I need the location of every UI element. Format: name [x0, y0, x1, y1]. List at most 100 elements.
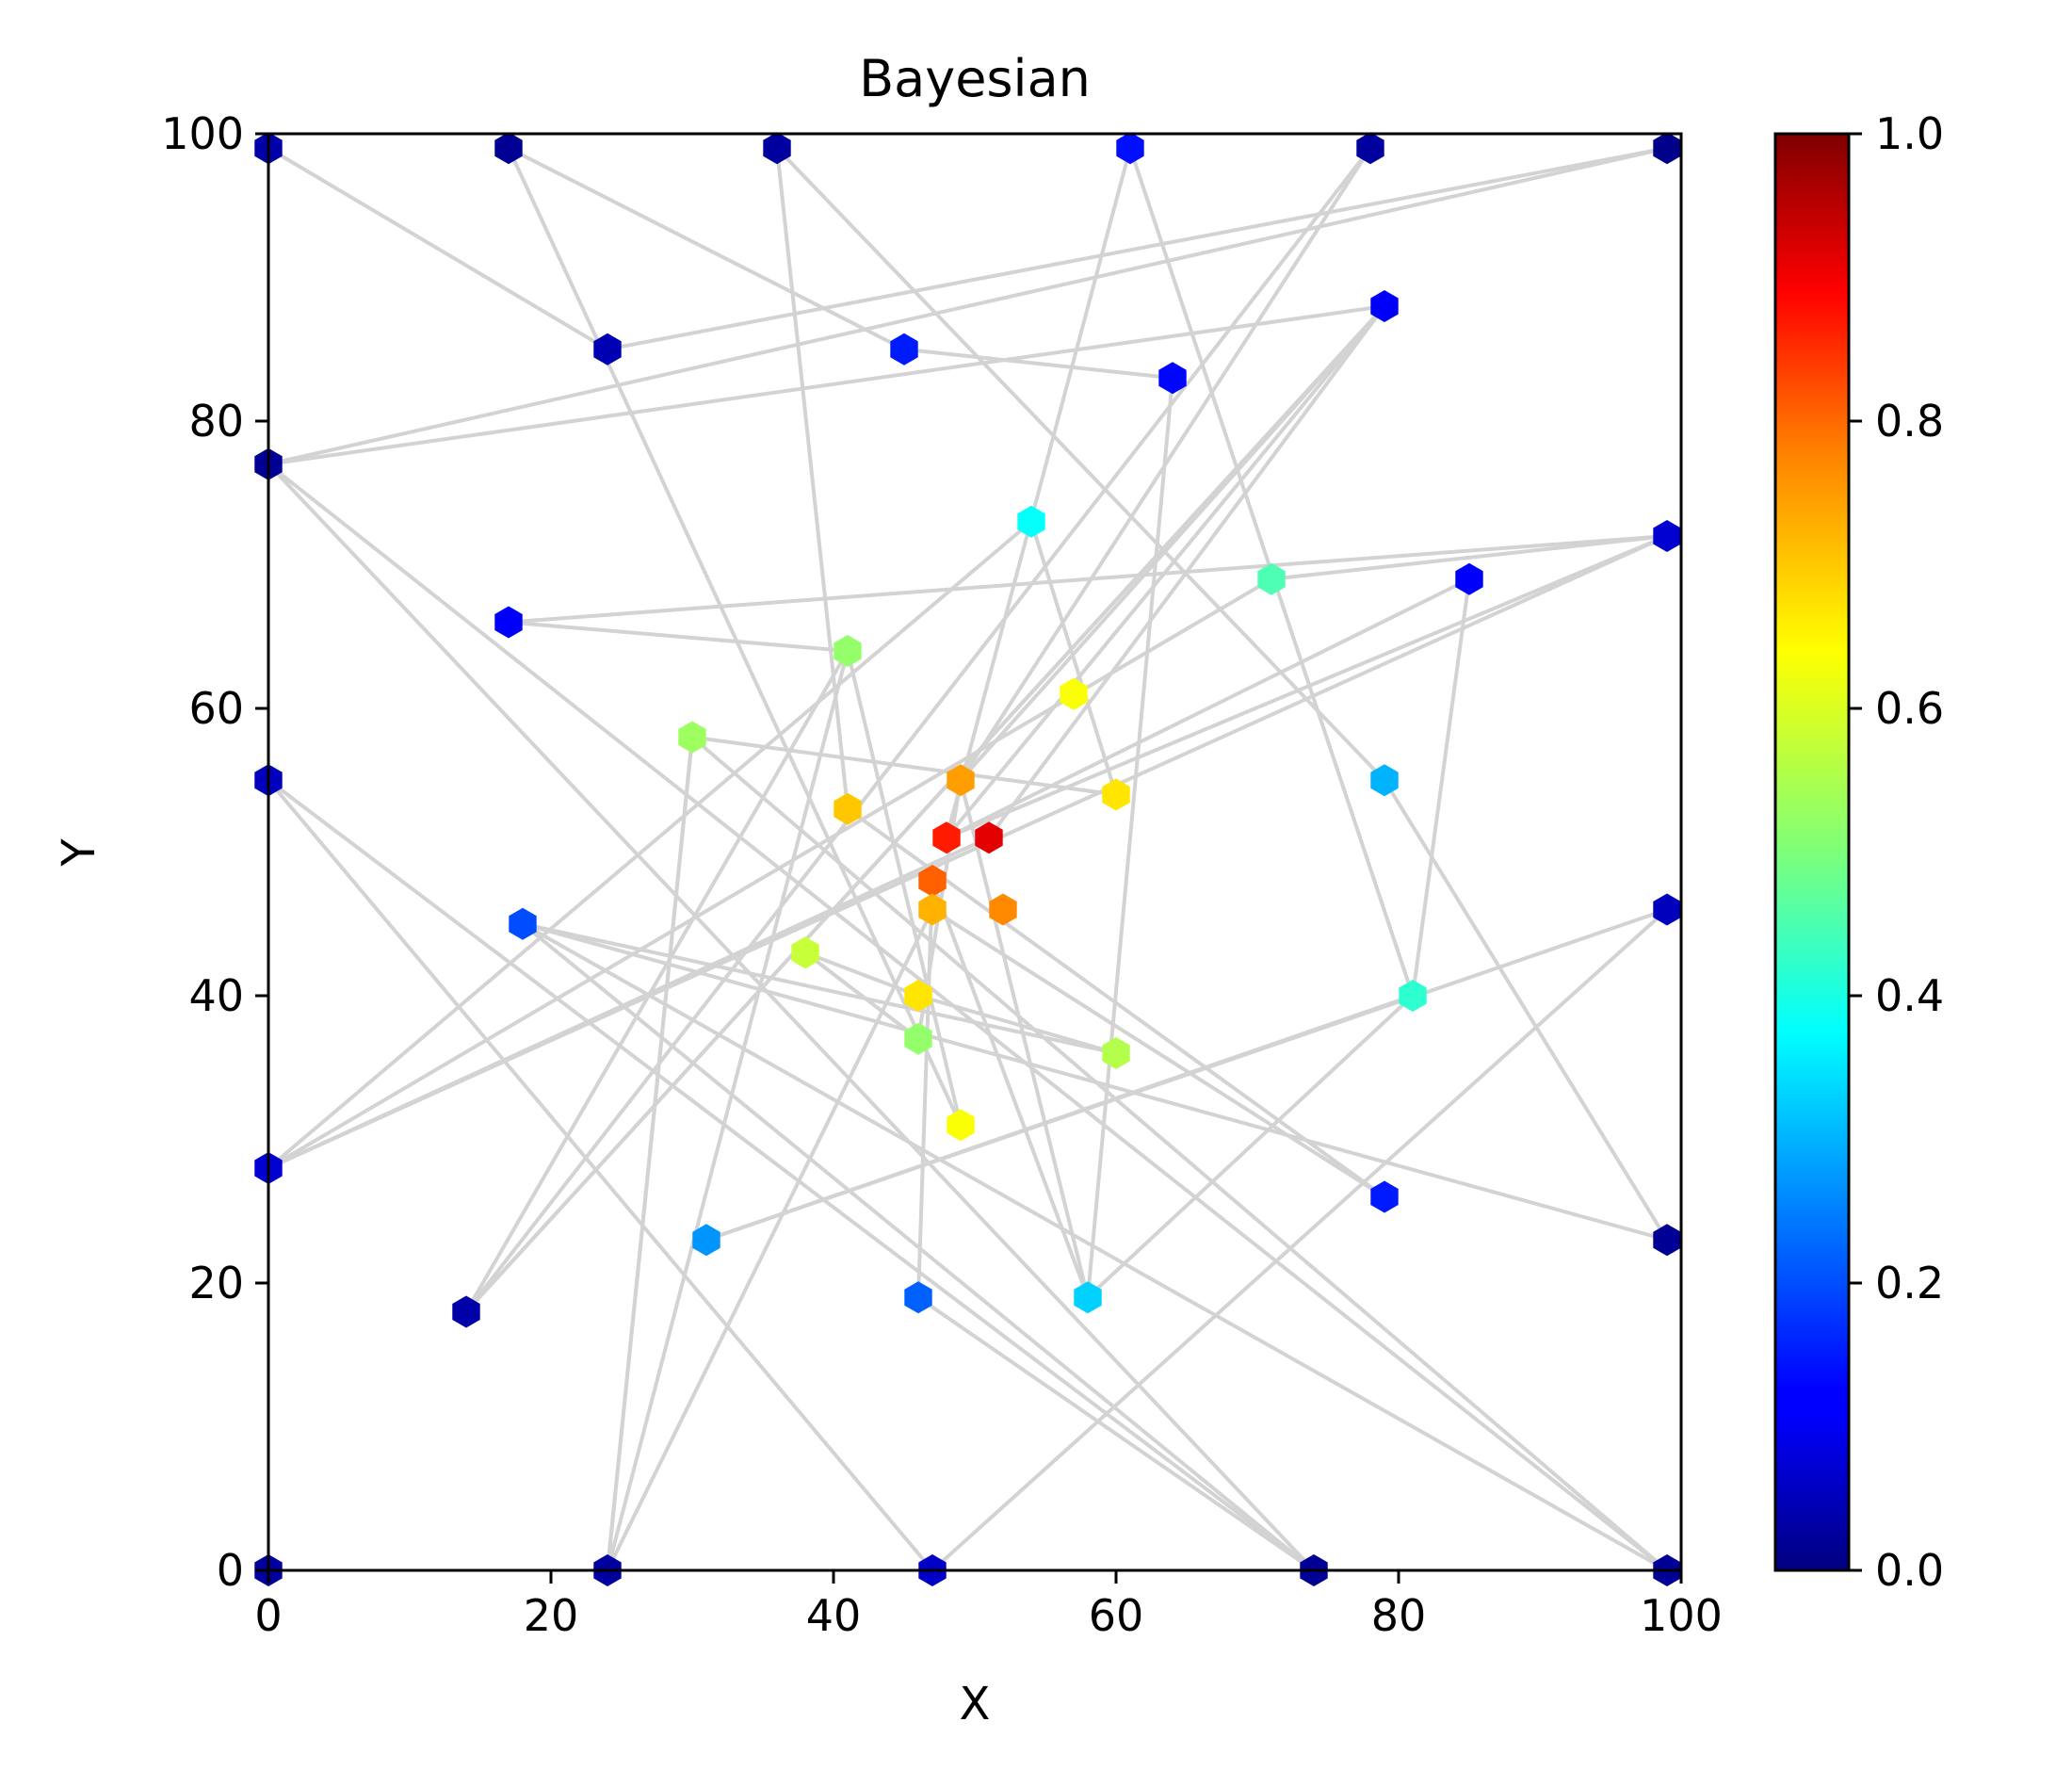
path-segment — [1029, 521, 1118, 796]
path-segment — [803, 950, 920, 1041]
path-segment — [267, 577, 1273, 1170]
data-point — [904, 1281, 932, 1314]
x-tick-label: 20 — [524, 1590, 579, 1641]
path-segment — [1271, 534, 1668, 581]
data-point — [1116, 132, 1144, 165]
data-point — [947, 1109, 975, 1142]
path-segment — [464, 147, 1372, 1313]
path-segment — [508, 620, 849, 653]
y-tick-label: 100 — [161, 108, 244, 159]
data-point — [1356, 132, 1384, 165]
y-tick-label: 20 — [188, 1258, 244, 1308]
path-segment — [903, 347, 1174, 381]
colorbar-tick-label: 0.6 — [1875, 683, 1944, 734]
data-point — [1653, 893, 1681, 926]
data-point — [1399, 980, 1427, 1012]
data-point — [890, 333, 918, 366]
data-point — [763, 132, 791, 165]
data-point — [452, 1295, 480, 1328]
data-point — [1102, 1037, 1130, 1069]
path-segment — [508, 146, 905, 351]
data-point — [918, 865, 947, 897]
path-segment — [464, 650, 850, 1313]
path-segment — [931, 908, 1669, 1572]
y-tick-label: 40 — [188, 970, 244, 1021]
x-tick-label: 0 — [254, 1590, 282, 1641]
x-tick-label: 100 — [1640, 1590, 1723, 1641]
path-segment — [267, 778, 934, 1572]
path-segment — [775, 148, 850, 809]
data-point — [975, 821, 1003, 854]
data-point — [1455, 562, 1483, 595]
data-point — [1017, 505, 1045, 538]
path-segment — [1086, 378, 1174, 1298]
path-segment — [267, 463, 1316, 1572]
data-point — [593, 333, 622, 366]
data-point — [791, 936, 819, 969]
path-segment — [267, 304, 1385, 466]
path-segment — [522, 922, 1668, 1572]
data-point — [947, 764, 975, 797]
path-segment — [1411, 578, 1471, 997]
colorbar-tick-label: 0.2 — [1875, 1258, 1944, 1308]
data-point — [904, 980, 932, 1012]
data-point — [494, 606, 523, 639]
path-segment — [1086, 994, 1415, 1299]
colorbar-axis: 0.0 0.2 0.4 0.6 0.8 1.0 — [1849, 108, 1944, 1596]
data-point — [1653, 132, 1681, 165]
path-segment — [521, 922, 1316, 1572]
data-point — [678, 721, 706, 754]
data-point — [1370, 290, 1399, 322]
x-tick-label: 80 — [1371, 1590, 1427, 1641]
path-segment — [267, 463, 1669, 1572]
path-segment — [690, 735, 1669, 1572]
data-point — [1653, 520, 1681, 552]
data-point — [1102, 778, 1130, 811]
y-axis: 0 20 40 60 80 100 — [161, 108, 268, 1596]
path-segment — [267, 534, 1668, 1170]
data-point — [1653, 1224, 1681, 1257]
x-tick-label: 40 — [806, 1590, 862, 1641]
y-axis-label: Y — [53, 838, 105, 868]
path-segment — [775, 146, 1386, 782]
path-segment — [917, 994, 1117, 1055]
data-point — [834, 792, 862, 825]
path-segment — [606, 737, 694, 1571]
path-segment — [606, 650, 850, 1571]
x-axis-label: X — [960, 1678, 991, 1730]
path-segment — [946, 577, 1470, 840]
chart-title: Bayesian — [859, 49, 1091, 108]
path-segment — [846, 650, 963, 1126]
data-point — [932, 821, 961, 854]
y-tick-label: 80 — [188, 396, 244, 447]
path-segment — [522, 921, 1117, 1055]
path-segment — [267, 146, 609, 351]
y-tick-label: 60 — [188, 683, 244, 734]
data-point — [989, 893, 1017, 926]
path-segment — [916, 1295, 1316, 1572]
data-point — [1257, 562, 1286, 595]
colorbar-tick-label: 0.8 — [1875, 396, 1944, 447]
plot-frame — [267, 132, 1683, 1572]
data-point — [1370, 764, 1399, 797]
data-point — [692, 1224, 720, 1257]
data-point — [494, 132, 523, 165]
path-segment — [931, 907, 1386, 1199]
path-segment — [508, 534, 1668, 625]
path-segment — [464, 304, 1386, 1313]
path-segment — [606, 908, 934, 1571]
path-segment — [267, 520, 1033, 1170]
path-segment — [267, 778, 1316, 1572]
data-point — [918, 893, 947, 926]
x-axis: 0 20 40 60 80 100 — [254, 1570, 1723, 1641]
data-point — [904, 1022, 932, 1055]
data-point — [1060, 677, 1088, 710]
path-segment — [267, 146, 1668, 466]
path-lines — [267, 146, 1669, 1572]
x-tick-label: 60 — [1089, 1590, 1144, 1641]
path-segment — [705, 907, 1668, 1243]
path-segment — [507, 147, 963, 1127]
data-point — [834, 635, 862, 667]
